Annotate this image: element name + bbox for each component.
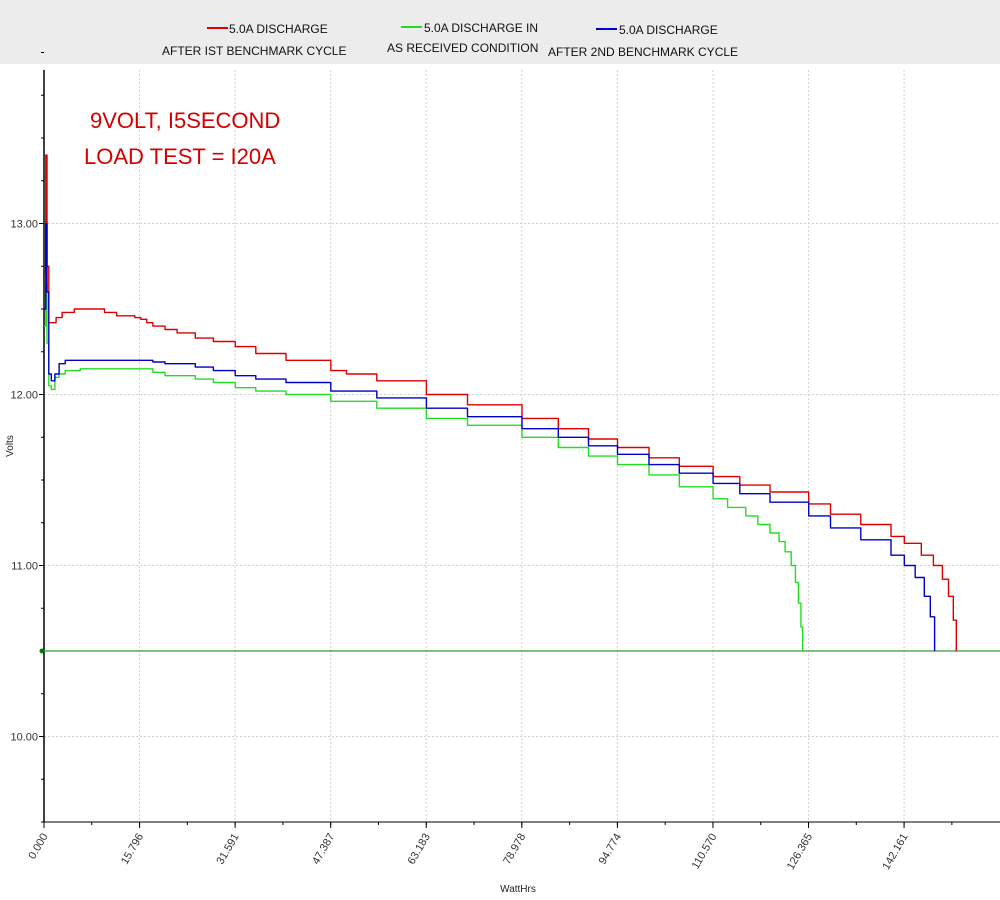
y-tick-label: 13.00 <box>10 219 38 231</box>
legend-label-3b: AFTER 2ND BENCHMARK CYCLE <box>548 45 738 59</box>
legend-label-3a: 5.0A DISCHARGE <box>619 23 718 37</box>
legend-item-3: 5.0A DISCHARGE AFTER 2ND BENCHMARK CYCLE <box>548 23 738 59</box>
legend-item-1: 5.0A DISCHARGE AFTER IST BENCHMARK CYCLE <box>162 22 346 58</box>
axes <box>39 52 1000 828</box>
x-axis-title: WattHrs <box>500 884 536 895</box>
plot-panel <box>0 64 1000 900</box>
legend-label-2a: 5.0A DISCHARGE IN <box>424 21 538 35</box>
grid <box>44 70 1000 822</box>
y-tick-label: 12.00 <box>10 390 38 402</box>
cutoff-marker <box>39 648 45 654</box>
series-line-1 <box>44 154 957 651</box>
annotation-line-1: 9VOLT, I5SECOND <box>90 108 280 133</box>
y-tick-label: 10.00 <box>10 732 38 744</box>
y-tick-label: 11.00 <box>11 561 38 573</box>
legend: 5.0A DISCHARGE AFTER IST BENCHMARK CYCLE… <box>162 21 738 59</box>
legend-item-2: 5.0A DISCHARGE IN AS RECEIVED CONDITION <box>387 21 538 55</box>
legend-label-2b: AS RECEIVED CONDITION <box>387 41 538 55</box>
annotation-line-2: LOAD TEST = I20A <box>84 144 276 169</box>
legend-label-1b: AFTER IST BENCHMARK CYCLE <box>162 44 346 58</box>
series-layer <box>44 154 957 651</box>
series-line-2 <box>44 282 804 651</box>
y-axis-title: Volts <box>5 435 16 457</box>
series-line-3 <box>44 222 936 651</box>
reference-line-layer <box>39 648 1000 654</box>
legend-label-1a: 5.0A DISCHARGE <box>229 22 328 36</box>
